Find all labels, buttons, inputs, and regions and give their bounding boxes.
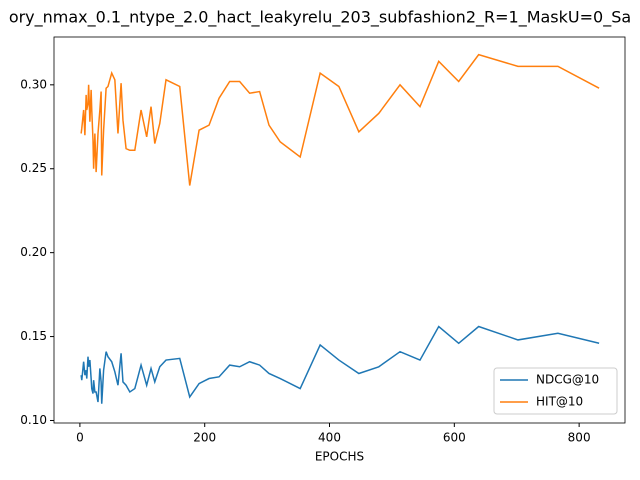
x-axis-label: EPOCHS [315,450,364,464]
plot-frame [53,36,626,424]
series-line [80,53,600,186]
series-line [80,325,600,404]
y-tick-label: 0.20 [20,245,47,259]
x-tick-label: 400 [318,431,341,445]
x-tick-label: 200 [193,431,216,445]
x-tick-label: 800 [568,431,591,445]
legend-label: NDCG@10 [536,373,599,387]
y-tick-label: 0.30 [20,77,47,91]
chart-title: ory_nmax_0.1_ntype_2.0_hact_leakyrelu_20… [9,8,631,28]
y-tick-label: 0.10 [20,413,47,427]
y-tick-label: 0.25 [20,161,47,175]
x-tick-label: 600 [443,431,466,445]
y-tick-label: 0.15 [20,329,47,343]
x-tick-label: 0 [76,431,84,445]
legend-label: HIT@10 [536,395,583,409]
